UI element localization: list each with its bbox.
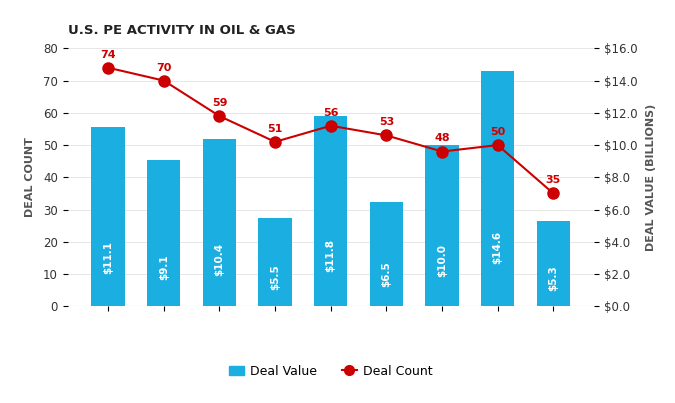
Text: $6.5: $6.5 xyxy=(381,262,391,287)
Text: 56: 56 xyxy=(323,108,338,118)
Text: 50: 50 xyxy=(490,127,506,137)
Bar xyxy=(259,218,292,306)
Text: 35: 35 xyxy=(546,175,561,185)
Text: U.S. PE ACTIVITY IN OIL & GAS: U.S. PE ACTIVITY IN OIL & GAS xyxy=(68,25,295,37)
Text: $10.0: $10.0 xyxy=(437,244,447,277)
Text: 70: 70 xyxy=(156,62,171,73)
Text: $5.5: $5.5 xyxy=(270,265,280,290)
Text: 59: 59 xyxy=(212,98,227,108)
Bar xyxy=(425,145,459,306)
Text: $11.1: $11.1 xyxy=(103,241,113,274)
Bar xyxy=(314,116,348,306)
Bar xyxy=(147,160,180,306)
Legend: Deal Value, Deal Count: Deal Value, Deal Count xyxy=(223,359,438,382)
Text: $5.3: $5.3 xyxy=(548,265,558,291)
Bar xyxy=(537,221,570,306)
Text: $9.1: $9.1 xyxy=(159,254,169,280)
Text: 74: 74 xyxy=(101,50,116,60)
Text: 53: 53 xyxy=(379,117,394,127)
Y-axis label: DEAL VALUE (BILLIONS): DEAL VALUE (BILLIONS) xyxy=(646,104,655,251)
Bar xyxy=(481,71,514,306)
Text: $11.8: $11.8 xyxy=(326,239,335,272)
Y-axis label: DEAL COUNT: DEAL COUNT xyxy=(24,137,34,217)
Text: 48: 48 xyxy=(434,133,450,143)
Bar xyxy=(202,139,236,306)
Text: 51: 51 xyxy=(267,124,283,134)
Text: $14.6: $14.6 xyxy=(493,231,503,264)
Bar xyxy=(370,202,403,306)
Bar xyxy=(91,127,125,306)
Text: $10.4: $10.4 xyxy=(215,243,225,276)
